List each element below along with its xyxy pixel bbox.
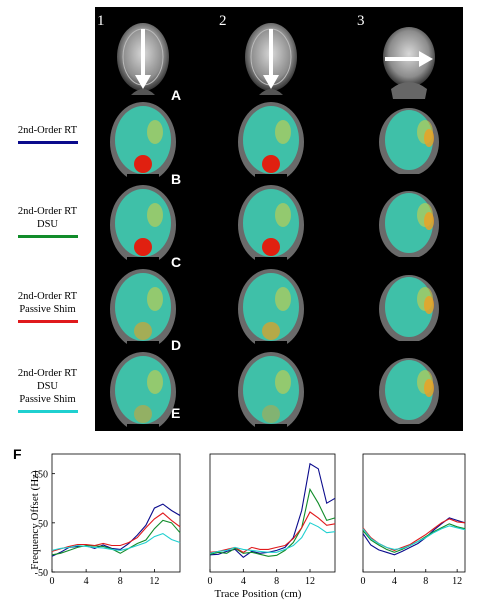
row-letter: C [171, 254, 182, 270]
row-letter: D [171, 337, 182, 353]
legend-swatch [17, 320, 78, 323]
fieldmap-image [238, 102, 304, 186]
plot-frame [209, 453, 336, 573]
legend-swatch [17, 141, 78, 144]
x-axis-label: Trace Position (cm) [215, 588, 302, 600]
legend-label: DSU [36, 219, 58, 230]
y-axis-label: Frequency Offset (Hz) [29, 470, 41, 570]
series-line [209, 487, 336, 557]
column-number: 2 [219, 13, 227, 29]
frequency-offset-plots: Frequency Offset (Hz) Trace Position (cm… [29, 453, 466, 600]
y-tick-label: 50 [38, 519, 48, 530]
x-tick-label: 0 [208, 576, 213, 587]
series-line [362, 517, 466, 556]
x-tick-label: 8 [423, 576, 428, 587]
x-tick-label: 4 [392, 576, 397, 587]
legend-swatch [17, 235, 78, 238]
fieldmap-image [379, 108, 439, 186]
row-letter: B [171, 171, 182, 187]
x-tick-label: 0 [50, 576, 55, 587]
column-number: 1 [97, 13, 105, 29]
x-tick-label: 0 [361, 576, 366, 587]
x-tick-label: 4 [84, 576, 89, 587]
x-tick-label: 12 [305, 576, 315, 587]
legend-label: 2nd-Order RT [17, 125, 78, 136]
x-tick-label: 12 [452, 576, 462, 587]
row-letter: A [171, 87, 182, 103]
legend-item-rt-passive: 2nd-Order RT Passive Shim [0, 290, 95, 323]
column-number: 3 [357, 13, 365, 29]
series-line [51, 532, 181, 551]
x-tick-label: 8 [274, 576, 279, 587]
series-line [51, 512, 181, 552]
legend-swatch [17, 410, 78, 413]
series-line [51, 519, 181, 556]
fieldmap-image [379, 191, 439, 269]
fieldmap-image [379, 275, 439, 353]
x-tick-label: 4 [241, 576, 246, 587]
fieldmap-image [379, 358, 439, 431]
x-tick-label: 12 [149, 576, 159, 587]
fieldmap-image [110, 102, 176, 186]
legend-item-rt-dsu-passive: 2nd-Order RT DSU Passive Shim [0, 367, 95, 413]
legend-item-rt: 2nd-Order RT [0, 124, 95, 144]
fieldmap-image [238, 352, 304, 431]
anatomical-image [245, 23, 297, 95]
fieldmap-image [110, 269, 176, 353]
legend-label: 2nd-Order RT [17, 368, 78, 379]
series-line [209, 522, 336, 554]
legend-label: Passive Shim [19, 394, 76, 405]
legend-label: 2nd-Order RT [17, 291, 78, 302]
legend-label: 2nd-Order RT [17, 206, 78, 217]
arrow-down-icon [263, 29, 279, 89]
fieldmap-image [110, 352, 176, 431]
fieldmap-image [238, 269, 304, 353]
anatomical-image [117, 23, 169, 95]
panel-f-label: F [13, 446, 22, 462]
legend-item-rt-dsu: 2nd-Order RT DSU [0, 205, 95, 238]
plot-frame [362, 453, 466, 573]
fieldmap-image [238, 185, 304, 269]
series-line [362, 525, 466, 550]
x-tick-label: 8 [118, 576, 123, 587]
legend-label: DSU [36, 381, 58, 392]
plot-frame [51, 453, 181, 573]
row-letter: E [171, 405, 181, 421]
anatomical-image [383, 27, 435, 99]
arrow-down-icon [135, 29, 151, 89]
fieldmap-image [110, 185, 176, 269]
fieldmap-panel: 1 2 3 A B C D E [95, 7, 463, 431]
y-tick-label: 150 [33, 470, 48, 481]
y-tick-label: -50 [35, 568, 48, 579]
legend-label: Passive Shim [19, 304, 76, 315]
arrow-right-icon [385, 51, 433, 67]
